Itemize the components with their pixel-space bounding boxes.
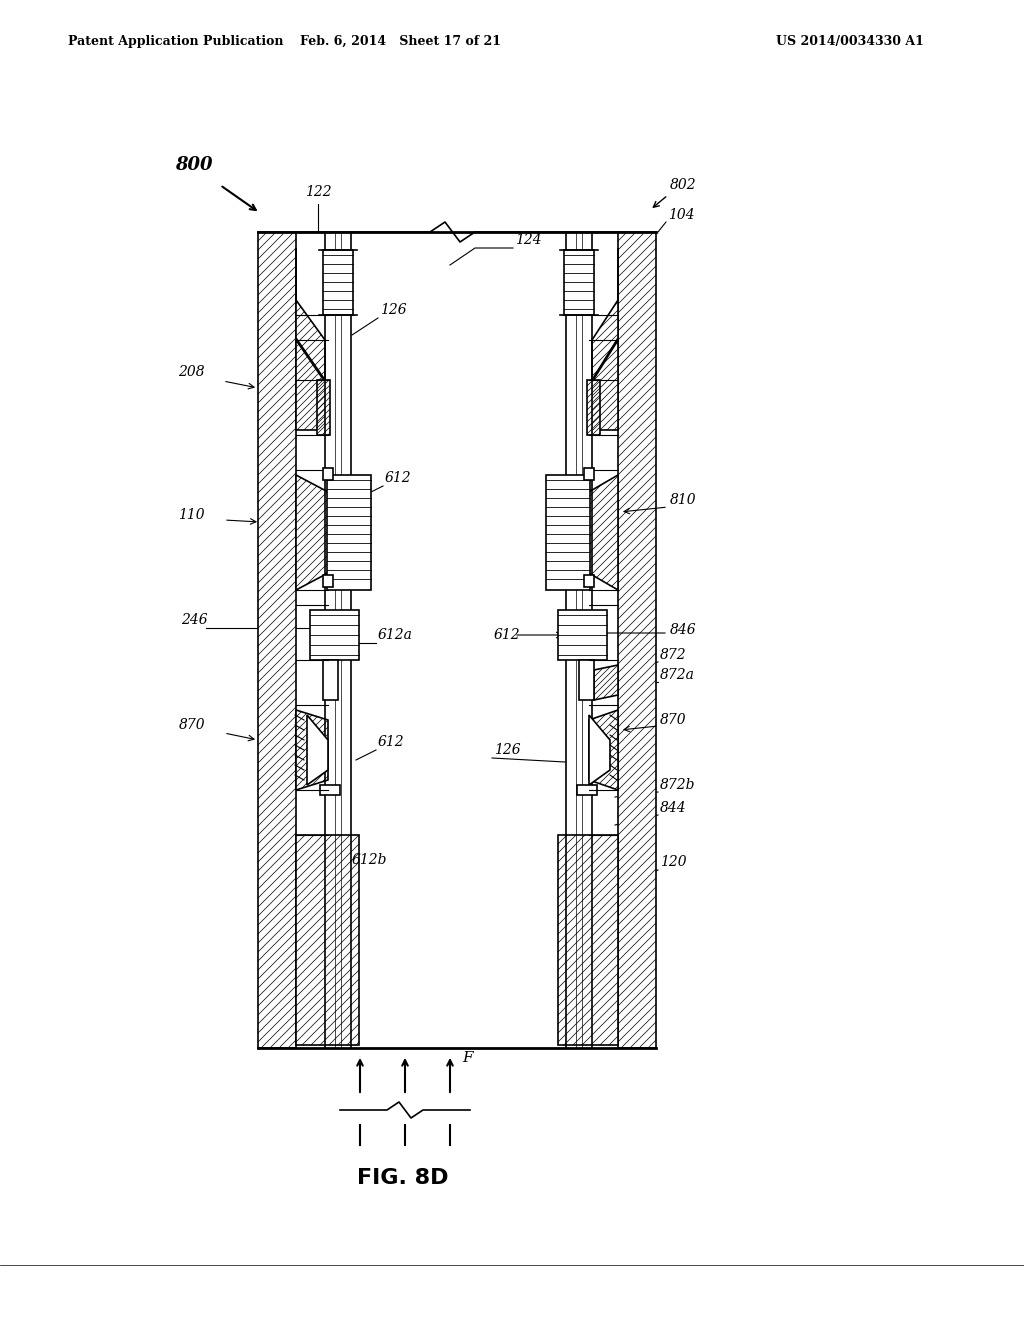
Text: 612: 612 xyxy=(378,735,404,748)
Polygon shape xyxy=(296,475,330,590)
Polygon shape xyxy=(594,665,618,700)
Polygon shape xyxy=(589,715,610,785)
Text: FIG. 8D: FIG. 8D xyxy=(357,1168,449,1188)
Text: 122: 122 xyxy=(305,185,332,199)
Text: 872b: 872b xyxy=(660,777,695,792)
Bar xyxy=(323,469,333,480)
Text: 870: 870 xyxy=(660,713,687,727)
Bar xyxy=(579,660,594,700)
Text: F: F xyxy=(462,1051,473,1065)
Text: 802: 802 xyxy=(670,178,696,191)
Polygon shape xyxy=(587,475,618,590)
Text: 124: 124 xyxy=(515,234,542,247)
Bar xyxy=(564,249,594,315)
Bar xyxy=(258,232,296,1048)
Bar xyxy=(319,785,340,795)
Text: 612b: 612b xyxy=(352,853,387,867)
Text: Patent Application Publication: Patent Application Publication xyxy=(68,36,284,48)
Bar xyxy=(558,610,607,660)
Bar xyxy=(584,469,594,480)
Bar xyxy=(323,249,353,315)
Text: 612: 612 xyxy=(494,628,520,642)
Polygon shape xyxy=(317,380,330,436)
Text: 846: 846 xyxy=(670,623,696,638)
Text: 104: 104 xyxy=(668,209,694,222)
Text: 208: 208 xyxy=(178,366,205,379)
Bar xyxy=(323,576,333,587)
Text: US 2014/0034330 A1: US 2014/0034330 A1 xyxy=(776,36,924,48)
Text: 870: 870 xyxy=(178,718,205,733)
Text: 872a: 872a xyxy=(660,668,695,682)
Bar xyxy=(558,836,618,1045)
Text: 120: 120 xyxy=(660,855,687,869)
Bar xyxy=(584,576,594,587)
Polygon shape xyxy=(307,715,328,785)
Text: 800: 800 xyxy=(175,156,213,174)
Text: 126: 126 xyxy=(494,743,520,756)
Polygon shape xyxy=(592,248,618,380)
Bar xyxy=(310,610,359,660)
Text: 872: 872 xyxy=(660,648,687,663)
Text: Feb. 6, 2014   Sheet 17 of 21: Feb. 6, 2014 Sheet 17 of 21 xyxy=(299,36,501,48)
Bar xyxy=(546,475,590,590)
Bar xyxy=(323,660,338,700)
Polygon shape xyxy=(296,248,325,380)
Text: 110: 110 xyxy=(178,508,205,521)
Text: 810: 810 xyxy=(670,492,696,507)
Bar xyxy=(296,836,359,1045)
Bar xyxy=(327,475,371,590)
Polygon shape xyxy=(296,710,328,789)
Bar xyxy=(577,785,597,795)
Text: 844: 844 xyxy=(660,801,687,814)
Polygon shape xyxy=(587,380,600,436)
Text: 126: 126 xyxy=(380,304,407,317)
Bar xyxy=(618,232,656,1048)
Text: 612: 612 xyxy=(385,471,412,484)
Text: 246: 246 xyxy=(181,612,208,627)
Polygon shape xyxy=(296,341,325,430)
Text: 612a: 612a xyxy=(378,628,413,642)
Polygon shape xyxy=(592,341,618,430)
Polygon shape xyxy=(589,710,618,789)
